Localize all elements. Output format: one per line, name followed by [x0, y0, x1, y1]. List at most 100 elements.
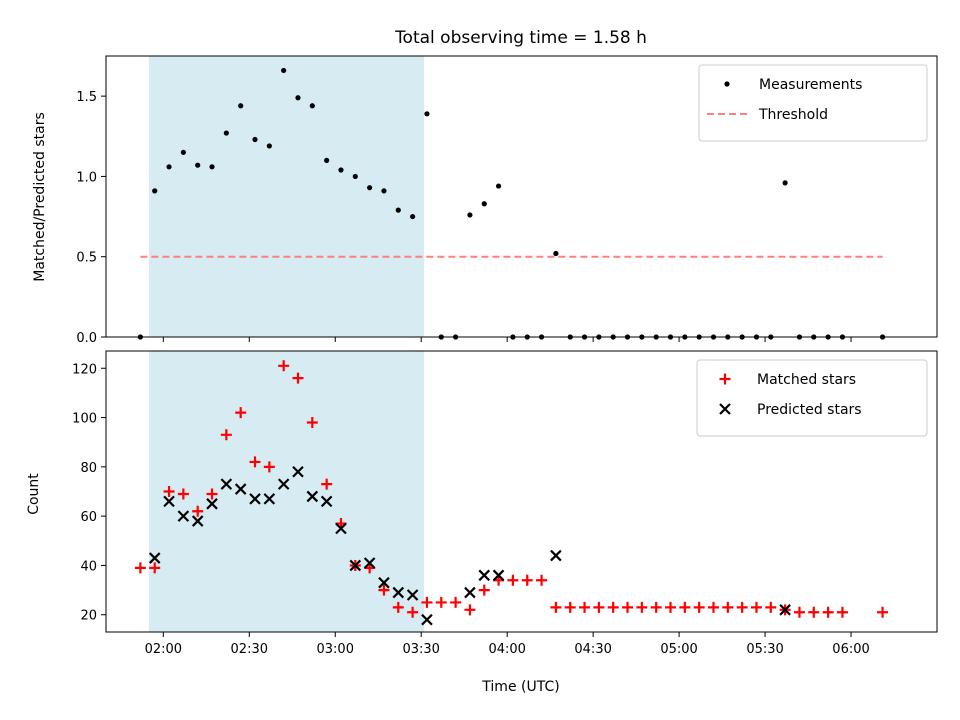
observing-window-span: [148, 56, 425, 337]
series-predicted-stars: [148, 466, 791, 626]
matched-stars-point: [435, 596, 447, 608]
matched-stars-point: [378, 584, 390, 596]
bottom-panel: 20 40 60 80 100 120 02:00 02:30 03:00 03:30 04:00 0…: [72, 350, 938, 657]
measurement-point: [338, 167, 344, 173]
measurement-point: [152, 188, 158, 194]
matched-stars-point: [579, 601, 591, 613]
matched-stars-point: [450, 596, 462, 608]
matched-stars-point: [636, 601, 648, 613]
matched-stars-point: [607, 601, 619, 613]
matched-stars-point: [622, 601, 634, 613]
predicted-stars-point: [306, 490, 319, 503]
predicted-stars-point: [392, 586, 405, 599]
measurement-point: [324, 157, 330, 163]
legend-entry-label: Predicted stars: [757, 402, 862, 418]
predicted-stars-point: [464, 586, 476, 599]
measurement-point: [223, 130, 229, 136]
legend-dot-icon: [724, 81, 730, 87]
legend: Matched stars Predicted stars: [696, 359, 928, 437]
measurement-point: [424, 111, 430, 117]
predicted-stars-point: [349, 559, 362, 572]
x-tick-label: 02:30: [231, 642, 268, 657]
y-tick-label: 0.5: [76, 251, 97, 266]
matched-stars-point: [134, 562, 146, 574]
matched-stars-point: [249, 456, 261, 468]
predicted-stars-point: [263, 493, 276, 505]
measurement-point: [209, 164, 215, 170]
measurement-point: [238, 103, 244, 109]
measurement-point: [281, 67, 287, 74]
measurement-point: [252, 136, 258, 143]
legend-box: [698, 64, 928, 142]
x-tick-label: 04:30: [574, 642, 611, 657]
measurement-point: [410, 213, 416, 220]
matched-stars-point: [407, 606, 419, 618]
y-tick-label: 100: [72, 412, 97, 427]
predicted-stars-point: [335, 522, 347, 535]
matched-stars-point: [478, 584, 490, 596]
predicted-stars-point: [478, 569, 491, 582]
matched-stars-point: [793, 606, 805, 618]
matched-stars-point: [693, 601, 705, 613]
measurement-point: [381, 188, 387, 194]
legend-x-icon: [719, 403, 731, 415]
matched-stars-point: [177, 488, 189, 500]
y-tick-label: 1.5: [76, 90, 97, 105]
legend-plus-icon: [719, 373, 731, 385]
matched-stars-point: [149, 562, 161, 574]
axes-frame: [105, 350, 938, 633]
y-tick-label: 0.0: [76, 331, 97, 346]
predicted-stars-point: [220, 478, 233, 490]
axes-frame: [105, 55, 938, 338]
measurement-point: [395, 207, 401, 213]
measurement-point: [367, 185, 373, 191]
matched-stars-point: [278, 360, 290, 372]
matched-stars-point: [507, 574, 519, 586]
matched-stars-point: [550, 601, 562, 613]
matched-stars-point: [593, 601, 605, 613]
x-tick-label: 04:00: [488, 642, 525, 657]
predicted-stars-point: [249, 493, 261, 505]
matched-stars-point: [736, 601, 748, 613]
matched-stars-point: [163, 486, 175, 497]
matched-stars-point: [292, 372, 304, 384]
measurement-point: [553, 250, 559, 257]
predicted-stars-point: [277, 478, 290, 490]
predicted-stars-point: [292, 466, 304, 478]
legend-box: [696, 359, 928, 437]
predicted-stars-point: [363, 557, 376, 569]
measurement-point: [481, 201, 487, 207]
matched-stars-point: [564, 601, 576, 613]
y-tick-label: 1.0: [76, 170, 97, 185]
measurement-point: [467, 212, 473, 218]
predicted-stars-point: [163, 495, 175, 508]
predicted-stars-point: [779, 604, 791, 616]
matched-stars-point: [679, 601, 691, 613]
matched-stars-point: [321, 478, 333, 490]
matched-stars-point: [263, 461, 275, 473]
x-tick-label: 06:00: [832, 642, 869, 657]
x-tick-label: 05:30: [746, 642, 783, 657]
measurement-point: [782, 180, 788, 186]
y-tick-label: 80: [80, 461, 97, 476]
matched-stars-point: [536, 574, 548, 586]
predicted-stars-point: [148, 552, 161, 564]
predicted-stars-point: [234, 483, 247, 495]
y-tick-label: 60: [80, 510, 97, 525]
matched-stars-point: [808, 606, 820, 618]
predicted-stars-point: [550, 549, 562, 562]
plot-layer: 0.0 0.5 1.0 1.5 Measurements Threshold 20 40 60 8…: [72, 55, 938, 657]
x-tick-label: 03:30: [402, 642, 439, 657]
measurement-point: [266, 143, 272, 149]
matched-stars-point: [220, 429, 232, 441]
y-tick-label: 20: [80, 609, 97, 624]
x-tick-label: 03:00: [317, 642, 354, 657]
predicted-stars-point: [421, 613, 433, 626]
matched-stars-point: [306, 416, 318, 428]
matched-stars-point: [421, 596, 433, 608]
predicted-stars-point: [406, 589, 419, 601]
measurement-point: [295, 95, 301, 101]
matched-stars-point: [192, 505, 204, 517]
